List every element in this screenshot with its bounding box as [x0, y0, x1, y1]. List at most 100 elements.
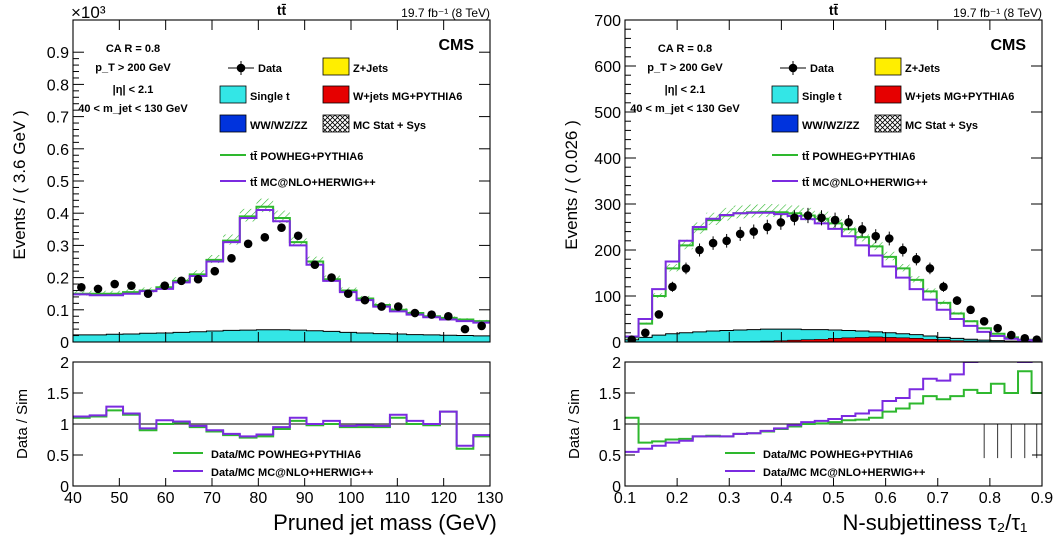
data-point — [654, 310, 664, 319]
data-point — [110, 279, 119, 289]
data-point — [681, 264, 691, 273]
data-point — [277, 223, 286, 232]
legend-mcstat-label: MC Stat + Sys — [353, 120, 426, 132]
legend-ratio-powheg-label: Data/MC POWHEG+PYTHIA6 — [211, 449, 361, 461]
legend-wjets-swatch — [874, 85, 902, 104]
data-point — [993, 323, 1002, 333]
legend-wjets-label: W+jets MG+PYTHIA6 — [905, 91, 1014, 103]
data-point — [193, 274, 203, 284]
data-point — [377, 302, 386, 311]
data-point — [260, 233, 270, 242]
data-point — [735, 229, 745, 239]
data-point — [327, 273, 336, 282]
ratio-y-tick-label: 1.5 — [599, 386, 621, 403]
data-point — [177, 276, 186, 286]
selection-cut: |η| < 2.1 — [665, 84, 706, 96]
legend-mcnlo-label: tt̄ MC@NLO+HERWIG++ — [250, 177, 376, 189]
selection-cut: 40 < m_jet < 130 GeV — [78, 103, 188, 115]
y-tick-label: 0 — [612, 335, 621, 352]
data-point — [160, 281, 170, 290]
data-point — [790, 213, 799, 223]
selection-cut: |η| < 2.1 — [113, 84, 154, 96]
data-point — [857, 225, 867, 234]
legend-zjets-swatch — [322, 57, 350, 76]
legend-diboson-swatch — [219, 114, 247, 133]
ratio-mcnlo-histogram — [73, 405, 490, 447]
data-point — [817, 213, 826, 223]
selection-cut: p_T > 200 GeV — [647, 62, 723, 74]
x-axis-title: Pruned jet mass (GeV) — [273, 510, 497, 535]
y-axis-title: Events / ( 0.026 ) — [562, 120, 581, 249]
data-point — [1020, 334, 1030, 342]
legend-diboson-swatch — [771, 114, 799, 133]
legend-powheg-label: tt̄ POWHEG+PYTHIA6 — [250, 151, 363, 163]
legend-mcnlo-label: tt̄ MC@NLO+HERWIG++ — [802, 177, 928, 189]
data-point — [884, 234, 894, 243]
data-point — [939, 282, 948, 292]
data-point — [310, 260, 320, 270]
left-panel: 0 0.1 0.2 0.3 0.4 0.5 0.6 0.7 0.8 0.9 Events / ( 3… — [10, 2, 503, 535]
legend-mcstat-label: MC Stat + Sys — [905, 120, 978, 132]
data-point — [127, 281, 136, 290]
process-title: tt̄ — [277, 2, 287, 18]
selection-cut: p_T > 200 GeV — [95, 62, 171, 74]
y-tick-label: 0 — [60, 335, 69, 352]
ratio-y-tick-label: 2 — [612, 355, 621, 372]
data-point — [460, 324, 470, 334]
data-point — [1032, 335, 1042, 342]
data-point — [749, 227, 759, 236]
data-point — [708, 238, 718, 248]
data-point — [227, 253, 236, 263]
y-axis-title: Events / ( 3.6 GeV ) — [10, 110, 29, 259]
ratio-powheg-histogram — [73, 409, 490, 450]
legend-zjets-label: Z+Jets — [905, 63, 940, 75]
data-point — [763, 222, 772, 232]
data-point — [912, 254, 921, 264]
cms-label: CMS — [990, 37, 1026, 54]
legend-zjets-swatch — [874, 57, 902, 76]
legend-diboson-label: WW/WZ/ZZ — [802, 120, 860, 132]
data-point — [210, 266, 220, 276]
data-point — [627, 335, 637, 342]
data-point — [410, 308, 420, 318]
data-point — [77, 282, 86, 292]
y-tick-label: 0.2 — [47, 271, 69, 288]
data-point — [360, 295, 370, 305]
data-point — [143, 289, 153, 299]
y-tick-label: 0.7 — [47, 110, 69, 127]
selection-cut: 40 < m_jet < 130 GeV — [630, 103, 740, 115]
data-point — [93, 284, 103, 294]
x-tick-label: 0.3 — [718, 490, 740, 507]
ratio-y-axis-title: Data / Sim — [14, 389, 31, 459]
data-point — [641, 328, 650, 338]
x-tick-label: 0.8 — [979, 490, 1001, 507]
y-exponent-label: ×10³ — [71, 3, 106, 22]
legend-wjets-label: W+jets MG+PYTHIA6 — [353, 91, 462, 103]
mcnlo-histogram — [73, 208, 490, 324]
ratio-y-tick-label: 0.5 — [47, 448, 69, 465]
ratio-powheg-histogram — [625, 370, 1042, 444]
legend-singlet-swatch — [219, 85, 247, 104]
data-point — [803, 211, 813, 220]
ratio-plot-area — [73, 405, 490, 450]
x-tick-label: 120 — [430, 490, 457, 507]
x-tick-label: 0.1 — [614, 490, 636, 507]
y-tick-label: 0.3 — [47, 238, 69, 255]
single-t-histogram — [73, 329, 490, 342]
data-point — [952, 296, 962, 305]
y-tick-label: 600 — [594, 59, 621, 76]
data-point — [444, 311, 453, 321]
data-point — [293, 231, 303, 241]
selection-cut: CA R = 0.8 — [106, 43, 160, 55]
data-point — [871, 231, 881, 241]
ratio-y-tick-label: 0 — [60, 479, 69, 496]
y-tick-label: 200 — [594, 243, 621, 260]
y-tick-label: 0.1 — [47, 303, 69, 320]
data-point — [925, 264, 935, 273]
x-tick-label: 100 — [338, 490, 365, 507]
x-tick-label: 0.7 — [927, 490, 949, 507]
x-tick-label: 50 — [110, 490, 128, 507]
y-tick-label: 0.5 — [47, 174, 69, 191]
legend-ratio-mcnlo-label: Data/MC MC@NLO+HERWIG++ — [211, 467, 373, 479]
data-point — [1006, 330, 1016, 340]
